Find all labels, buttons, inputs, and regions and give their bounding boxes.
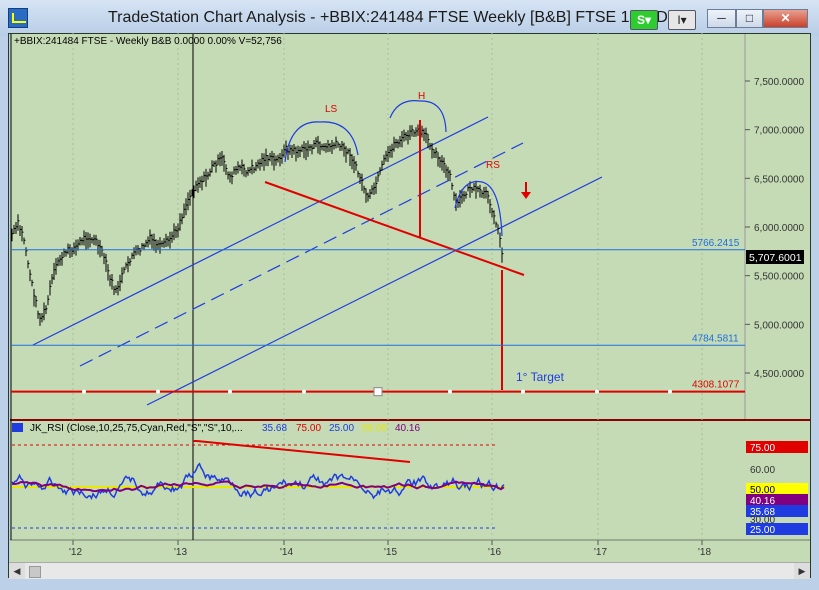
time-axis[interactable]: [10, 540, 810, 562]
price-bars: [11, 124, 504, 326]
horizontal-scrollbar[interactable]: ◀ ▶: [9, 562, 810, 579]
left-shoulder-arc: [284, 121, 359, 163]
last-price-tag: 5,707.6001: [746, 250, 804, 264]
i-button-label: I: [677, 13, 681, 27]
rsi-axis-label: 25.00: [750, 525, 775, 536]
i-button[interactable]: I▾: [668, 10, 696, 30]
level-handle[interactable]: [668, 389, 672, 394]
level-label: 5766.2415: [692, 238, 740, 249]
app-icon[interactable]: [8, 8, 28, 28]
scroll-thumb[interactable]: [29, 566, 41, 578]
rs-label: RS: [486, 160, 500, 171]
y-axis-labels: 7,500.0000 7,000.0000 6,500.0000 6,000.0000…: [745, 77, 804, 380]
down-arrow-head: [521, 192, 531, 199]
level-handle[interactable]: [521, 389, 525, 394]
panel-separator[interactable]: [10, 419, 810, 421]
s-button-label: S: [636, 13, 645, 27]
h-label: H: [418, 91, 425, 102]
level-handle[interactable]: [595, 389, 599, 394]
level-handle[interactable]: [373, 387, 383, 397]
rsi-panel-header: JK_RSI (Close,10,25,75,Cyan,Red,"S","S",…: [12, 423, 420, 434]
rsi-series: [11, 462, 505, 501]
s-button[interactable]: S▾: [630, 10, 658, 30]
rsi-axis-label: 75.00: [750, 443, 775, 454]
close-button[interactable]: ✕: [763, 9, 808, 28]
price-plot-area[interactable]: [10, 34, 745, 419]
head-shoulders-pattern[interactable]: LS H RS 1° Target: [264, 91, 565, 390]
chevron-down-icon: ▾: [680, 13, 687, 27]
x-tick-label: '13: [174, 547, 187, 558]
rsi-signal-line: [11, 480, 505, 493]
level-handle[interactable]: [82, 389, 86, 394]
x-axis-labels: '12 '13 '14 '15 '16 '17 '18: [69, 540, 711, 558]
trend-channel[interactable]: [32, 116, 603, 406]
rsi-axis-label: 35.68: [750, 507, 775, 518]
horizontal-levels[interactable]: 5766.2415 4784.5811 4308.1077: [11, 238, 745, 397]
rsi-value-2: 75.00: [296, 423, 321, 434]
x-tick-label: '17: [594, 547, 607, 558]
last-price-value: 5,707.6001: [749, 252, 802, 264]
rsi-axis[interactable]: [745, 421, 810, 540]
rsi-axis-label: 50.00: [750, 485, 775, 496]
rsi-value-5: 40.16: [395, 423, 420, 434]
right-shoulder-arc: [454, 180, 503, 237]
indicator-icon[interactable]: [12, 423, 23, 432]
level-label: 4784.5811: [692, 333, 739, 344]
rsi-value-3: 25.00: [329, 423, 354, 434]
scroll-right-icon[interactable]: ▶: [794, 563, 810, 579]
y-tick-label: 5,000.0000: [754, 320, 804, 331]
minimize-button[interactable]: ─: [707, 9, 736, 28]
level-handle[interactable]: [228, 389, 232, 394]
rsi-line: [11, 462, 505, 501]
y-tick-label: 7,000.0000: [754, 126, 804, 137]
ls-label: LS: [325, 104, 338, 115]
rsi-axis-label: 60.00: [750, 465, 775, 476]
y-tick-label: 7,500.0000: [754, 77, 804, 88]
x-tick-label: '18: [698, 547, 711, 558]
price-panel-header: +BBIX:241484 FTSE - Weekly B&B 0.0000 0.…: [14, 36, 282, 47]
window-controls: ─ □ ✕: [707, 9, 808, 28]
rsi-axis-label: 40.16: [750, 496, 775, 507]
level-handle[interactable]: [302, 389, 306, 394]
level-handle[interactable]: [156, 389, 160, 394]
chevron-down-icon: ▾: [644, 13, 652, 27]
scroll-left-icon[interactable]: ◀: [9, 563, 25, 579]
y-tick-label: 6,000.0000: [754, 223, 804, 234]
rsi-divergence-line: [196, 440, 411, 463]
maximize-button[interactable]: □: [736, 9, 763, 28]
head-arc: [389, 100, 447, 133]
y-tick-label: 6,500.0000: [754, 174, 804, 185]
channel-upper-line[interactable]: [32, 116, 489, 346]
rsi-plot-area[interactable]: [10, 421, 745, 540]
channel-lower-line[interactable]: [146, 176, 603, 406]
target-label: 1° Target: [516, 370, 565, 384]
neckline[interactable]: [264, 181, 525, 276]
x-tick-label: '15: [384, 547, 397, 558]
rsi-value-4: 50.00: [362, 423, 387, 434]
level-label: 4308.1077: [692, 380, 740, 391]
x-tick-label: '14: [280, 547, 293, 558]
level-handle[interactable]: [448, 389, 452, 394]
rsi-header-text: JK_RSI (Close,10,25,75,Cyan,Red,"S","S",…: [30, 423, 243, 434]
x-tick-label: '12: [69, 547, 82, 558]
rsi-axis-label: 30.00: [750, 515, 775, 526]
title-bar: TradeStation Chart Analysis - +BBIX:2414…: [0, 0, 819, 36]
x-tick-label: '16: [488, 547, 501, 558]
y-tick-label: 5,500.0000: [754, 272, 804, 283]
window-title: TradeStation Chart Analysis - +BBIX:2414…: [108, 9, 679, 26]
y-tick-label: 4,500.0000: [754, 369, 804, 380]
rsi-value-1: 35.68: [262, 423, 287, 434]
price-axis[interactable]: [745, 34, 810, 419]
